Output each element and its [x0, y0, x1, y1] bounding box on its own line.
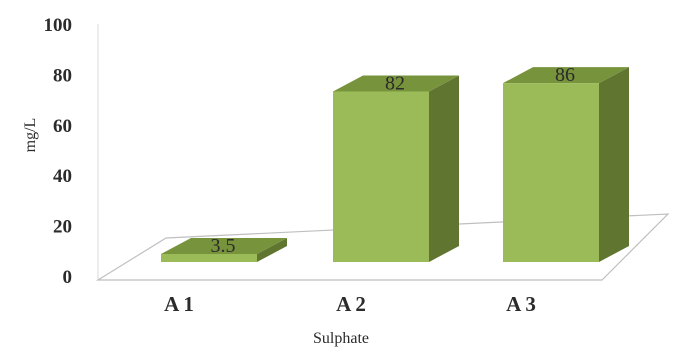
x-axis-title: Sulphate — [313, 330, 369, 347]
bar-front-face — [161, 254, 257, 262]
y-axis-title: mg/L — [22, 118, 39, 153]
bar-side-face — [257, 238, 287, 262]
data-label: 82 — [385, 72, 405, 94]
bar-top-face — [161, 238, 287, 254]
x-category-label: A 3 — [506, 292, 536, 316]
y-tick-label: 0 — [63, 267, 73, 288]
y-tick-label: 80 — [53, 65, 72, 86]
bar-top-face — [503, 67, 629, 84]
y-tick-label: 40 — [53, 166, 72, 187]
y-tick-label: 60 — [53, 116, 72, 137]
data-label: 3.5 — [211, 235, 236, 257]
y-tick-label: 100 — [44, 15, 73, 36]
bar-top-face — [333, 75, 459, 92]
bar-front-face — [503, 83, 599, 263]
bar-3 — [503, 67, 629, 263]
x-category-label: A 1 — [164, 292, 194, 316]
bar-side-face — [599, 67, 629, 263]
y-tick-label: 20 — [53, 217, 72, 238]
bar-1 — [161, 238, 287, 262]
bar-2 — [333, 75, 459, 262]
data-label: 86 — [555, 64, 575, 86]
bar-front-face — [333, 91, 429, 262]
bar-side-face — [429, 75, 459, 262]
x-category-label: A 2 — [336, 292, 366, 316]
